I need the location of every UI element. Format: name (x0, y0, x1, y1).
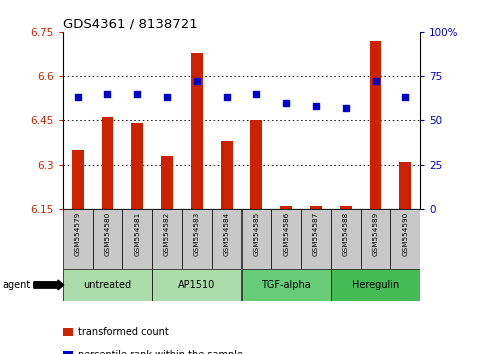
Bar (101, 118, 114, 209)
Text: AP1510: AP1510 (178, 280, 215, 290)
Point (342, 105, 350, 111)
Bar (131, 123, 143, 209)
Bar (63, 209, 93, 269)
Bar (152, 209, 182, 269)
Bar (152, 269, 242, 301)
Bar (182, 209, 212, 269)
Bar (301, 209, 331, 269)
Text: GSM554579: GSM554579 (75, 212, 81, 256)
Text: GSM554583: GSM554583 (194, 212, 200, 256)
Bar (242, 269, 331, 301)
Text: GSM554581: GSM554581 (134, 212, 140, 256)
Text: GDS4361 / 8138721: GDS4361 / 8138721 (63, 18, 198, 31)
Text: GSM554587: GSM554587 (313, 212, 319, 256)
Point (282, 100, 290, 105)
Text: GSM554590: GSM554590 (402, 212, 408, 256)
Point (372, 79, 380, 84)
Text: GSM554586: GSM554586 (283, 212, 289, 256)
Bar (331, 269, 420, 301)
Bar (72, 150, 84, 209)
Text: GSM554588: GSM554588 (343, 212, 349, 256)
Text: GSM554582: GSM554582 (164, 212, 170, 256)
Bar (340, 206, 352, 209)
Bar (251, 120, 262, 209)
Bar (310, 206, 322, 209)
Text: GSM554585: GSM554585 (254, 212, 259, 256)
Bar (331, 209, 361, 269)
Text: TGF-alpha: TGF-alpha (261, 280, 311, 290)
Bar (122, 209, 152, 269)
Text: transformed count: transformed count (78, 327, 169, 337)
Text: agent: agent (2, 280, 30, 290)
Bar (221, 141, 233, 209)
Bar (191, 52, 203, 209)
Bar (361, 209, 390, 269)
Point (253, 91, 260, 97)
Point (104, 91, 112, 97)
Bar (369, 41, 382, 209)
Point (163, 95, 171, 100)
Point (223, 95, 230, 100)
Text: GSM554589: GSM554589 (372, 212, 379, 256)
Bar (63, 269, 152, 301)
Text: GSM554580: GSM554580 (104, 212, 111, 256)
Bar (161, 156, 173, 209)
Text: percentile rank within the sample: percentile rank within the sample (78, 350, 243, 354)
Bar (271, 209, 301, 269)
Point (133, 91, 141, 97)
Text: GSM554584: GSM554584 (224, 212, 229, 256)
Point (401, 95, 409, 100)
Point (312, 103, 320, 109)
Bar (242, 209, 271, 269)
Point (74, 95, 82, 100)
Text: Heregulin: Heregulin (352, 280, 399, 290)
Bar (280, 206, 292, 209)
Text: untreated: untreated (84, 280, 131, 290)
Bar (390, 209, 420, 269)
Bar (399, 162, 412, 209)
Point (193, 79, 201, 84)
Bar (93, 209, 122, 269)
Bar (212, 209, 242, 269)
